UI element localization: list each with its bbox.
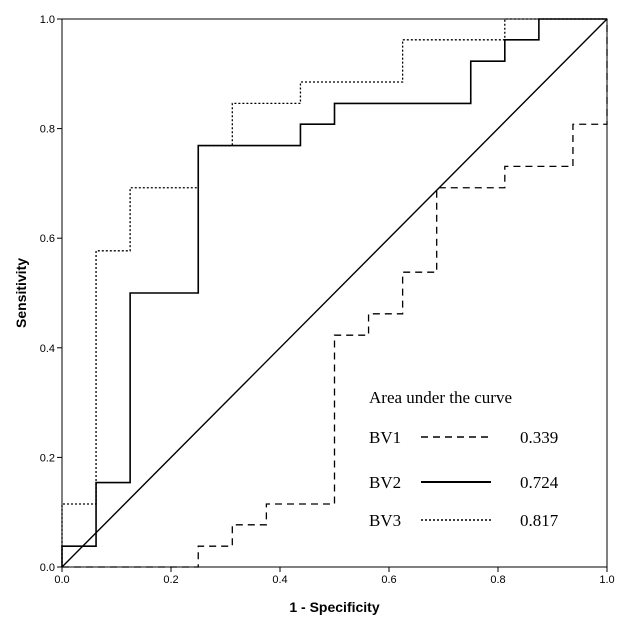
plot-frame	[61, 18, 608, 568]
legend-label-bv1: BV1	[369, 428, 401, 447]
plot-frame-group	[61, 18, 608, 568]
x-tick-label: 0.8	[490, 574, 505, 586]
x-axis-ticks: 0.0 0.2 0.4 0.6 0.8 1.0	[54, 567, 615, 586]
y-tick-label: 0.8	[40, 124, 55, 136]
y-tick-label: 0.4	[40, 343, 55, 355]
x-tick-label: 0.0	[54, 574, 69, 586]
y-tick-label: 0.6	[40, 233, 55, 245]
x-tick-label: 0.4	[272, 574, 287, 586]
series-line-bv1	[62, 19, 608, 568]
y-axis-label: Sensitivity	[13, 258, 29, 328]
y-tick-label: 1.0	[40, 14, 55, 26]
legend: Area under the curve BV1 0.339 BV2 0.724 BV3…	[369, 388, 559, 530]
y-axis-ticks: 0.0 0.2 0.4 0.6 0.8 1.0	[40, 14, 62, 574]
x-tick-label: 0.2	[163, 574, 178, 586]
x-tick-label: 0.6	[381, 574, 396, 586]
legend-label-bv3: BV3	[369, 511, 401, 530]
x-tick-label: 1.0	[599, 574, 614, 586]
legend-label-bv2: BV2	[369, 473, 401, 492]
y-tick-label: 0.0	[40, 562, 55, 574]
reference-line-group	[61, 18, 608, 568]
y-tick-label: 0.2	[40, 452, 55, 464]
legend-title: Area under the curve	[369, 388, 512, 407]
series-group	[61, 18, 608, 568]
series-line-bv3	[61, 18, 607, 567]
reference-diagonal-line	[61, 18, 608, 568]
legend-value-bv3: 0.817	[520, 511, 559, 530]
x-axis-label: 1 - Specificity	[289, 599, 379, 615]
legend-value-bv1: 0.339	[520, 428, 558, 447]
legend-value-bv2: 0.724	[520, 473, 559, 492]
